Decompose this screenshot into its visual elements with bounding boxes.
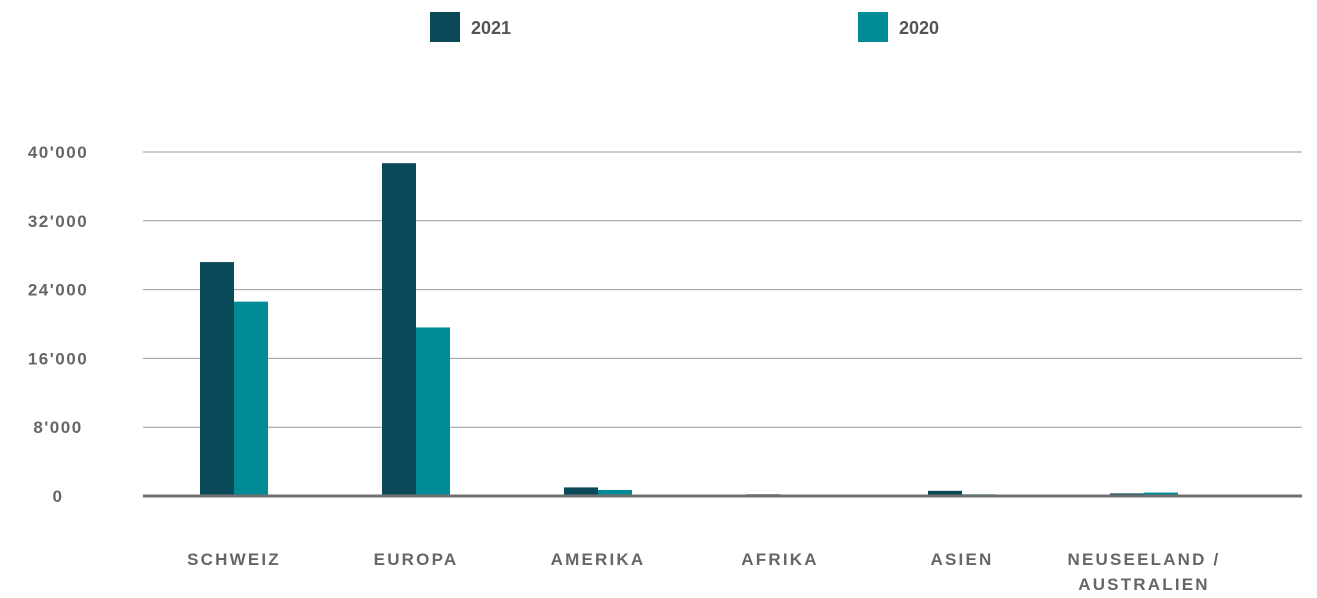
y-tick-label: 40'000 — [28, 143, 88, 162]
x-category-label: AUSTRALIEN — [1078, 575, 1210, 594]
x-category-label: AFRIKA — [741, 550, 818, 569]
bar-2020-2 — [598, 489, 632, 496]
y-axis-ticks: 0 8'000 16'000 24'000 32'000 40'000 — [28, 143, 88, 506]
x-category-label: SCHWEIZ — [187, 550, 281, 569]
bar-2021-1 — [382, 163, 416, 496]
legend-label-2021: 2021 — [471, 18, 511, 38]
bar-2020-1 — [416, 327, 450, 496]
legend-swatch-2020 — [858, 12, 888, 42]
bar-2021-0 — [200, 262, 234, 496]
bar-2021-4 — [928, 490, 962, 496]
x-category-label: AMERIKA — [551, 550, 646, 569]
gridlines — [143, 151, 1302, 428]
bar-2020-0 — [234, 301, 268, 496]
y-tick-label: 16'000 — [28, 349, 88, 368]
x-axis-categories: SCHWEIZ EUROPA AMERIKA AFRIKA ASIEN NEUSEELAN… — [187, 550, 1221, 594]
bars — [200, 163, 1178, 496]
legend: 2021 2020 — [430, 12, 939, 42]
bar-2021-2 — [564, 487, 598, 496]
y-tick-label: 32'000 — [28, 212, 88, 231]
legend-label-2020: 2020 — [899, 18, 939, 38]
y-tick-label: 24'000 — [28, 281, 88, 300]
y-tick-label: 8'000 — [33, 418, 82, 437]
y-tick-label: 0 — [53, 487, 64, 506]
x-category-label: NEUSEELAND / — [1068, 550, 1221, 569]
legend-swatch-2021 — [430, 12, 460, 42]
x-category-label: EUROPA — [374, 550, 459, 569]
x-category-label: ASIEN — [931, 550, 994, 569]
bar-2020-5 — [1144, 492, 1178, 496]
